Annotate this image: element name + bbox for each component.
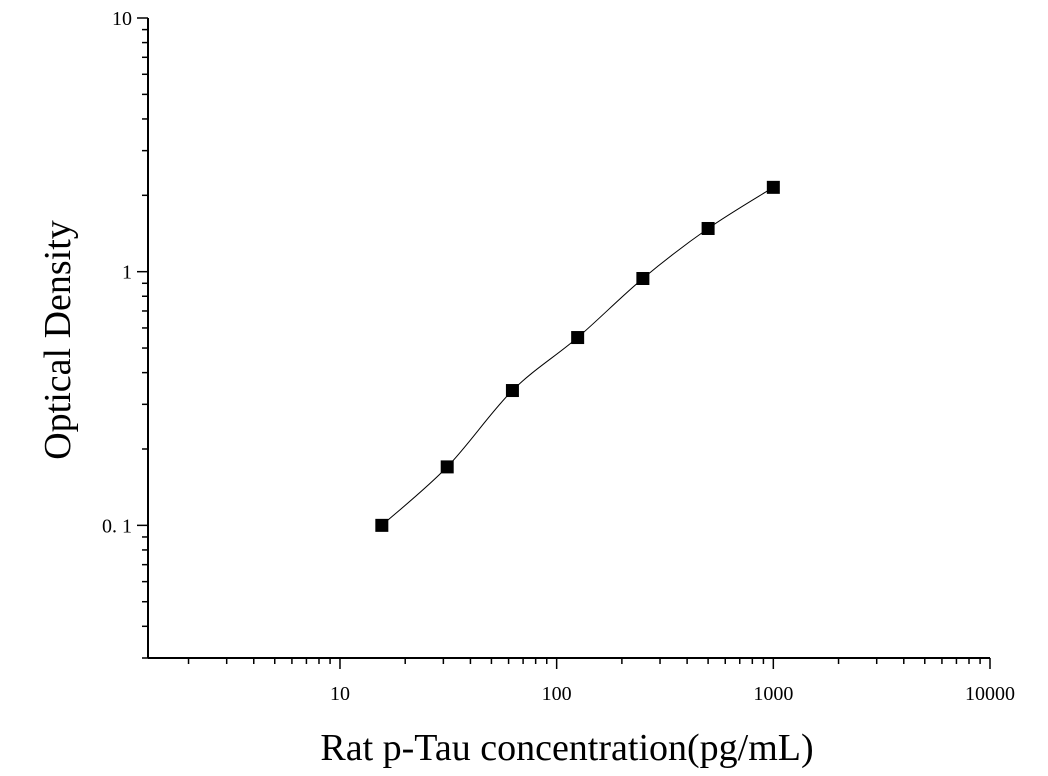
y-tick-label: 0. 1: [102, 515, 132, 537]
data-point: [701, 221, 715, 235]
data-point: [375, 518, 389, 532]
fit-curve: [381, 186, 774, 526]
data-point: [571, 331, 585, 345]
y-axis-title: Optical Density: [37, 220, 79, 460]
y-ticks: 0. 1 1 10: [102, 8, 148, 659]
y-tick-label: 10: [112, 8, 132, 30]
data-point: [766, 180, 780, 194]
data-point: [440, 460, 454, 474]
x-tick-label: 100: [542, 683, 572, 705]
x-tick-label: 1000: [753, 683, 793, 705]
x-tick-label: 10000: [965, 683, 1015, 705]
y-tick-label: 1: [122, 262, 132, 284]
data-point: [636, 271, 650, 285]
x-axis-title: Rat p-Tau concentration(pg/mL): [320, 727, 813, 769]
axes: [147, 18, 990, 659]
x-ticks: 10 100 1000 10000: [187, 658, 1015, 705]
x-tick-label: 10: [330, 683, 350, 705]
data-point: [505, 384, 519, 398]
data-markers: [375, 180, 780, 532]
